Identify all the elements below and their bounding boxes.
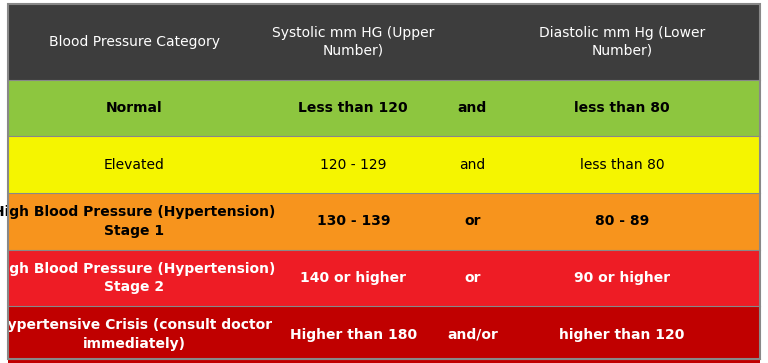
Text: 120 - 129: 120 - 129 (320, 158, 386, 172)
Text: higher than 120: higher than 120 (559, 328, 685, 342)
Text: Less than 120: Less than 120 (299, 101, 408, 115)
Text: High Blood Pressure (Hypertension)
Stage 1: High Blood Pressure (Hypertension) Stage… (0, 205, 276, 238)
Text: and: and (459, 158, 485, 172)
Text: 90 or higher: 90 or higher (574, 271, 670, 285)
Text: less than 80: less than 80 (574, 101, 670, 115)
Bar (8, 193, 760, 250)
Text: 140 or higher: 140 or higher (300, 271, 406, 285)
Bar (8, 250, 760, 306)
Text: 130 - 139: 130 - 139 (316, 215, 390, 228)
Text: Elevated: Elevated (104, 158, 165, 172)
Text: and: and (458, 101, 487, 115)
Text: 80 - 89: 80 - 89 (595, 215, 649, 228)
Bar (8, 4, 760, 80)
Text: Hypertensive Crisis (consult doctor
immediately): Hypertensive Crisis (consult doctor imme… (0, 318, 273, 351)
Text: Diastolic mm Hg (Lower
Number): Diastolic mm Hg (Lower Number) (539, 25, 705, 58)
Text: less than 80: less than 80 (580, 158, 664, 172)
Text: Normal: Normal (106, 101, 163, 115)
Text: or: or (464, 215, 481, 228)
Bar (8, 80, 760, 136)
Bar (8, 136, 760, 193)
Text: Higher than 180: Higher than 180 (290, 328, 417, 342)
Text: High Blood Pressure (Hypertension)
Stage 2: High Blood Pressure (Hypertension) Stage… (0, 262, 276, 294)
Text: or: or (464, 271, 481, 285)
Text: and/or: and/or (447, 328, 498, 342)
Text: Blood Pressure Category: Blood Pressure Category (49, 35, 220, 49)
Bar (8, 306, 760, 363)
Text: Systolic mm HG (Upper
Number): Systolic mm HG (Upper Number) (272, 25, 435, 58)
